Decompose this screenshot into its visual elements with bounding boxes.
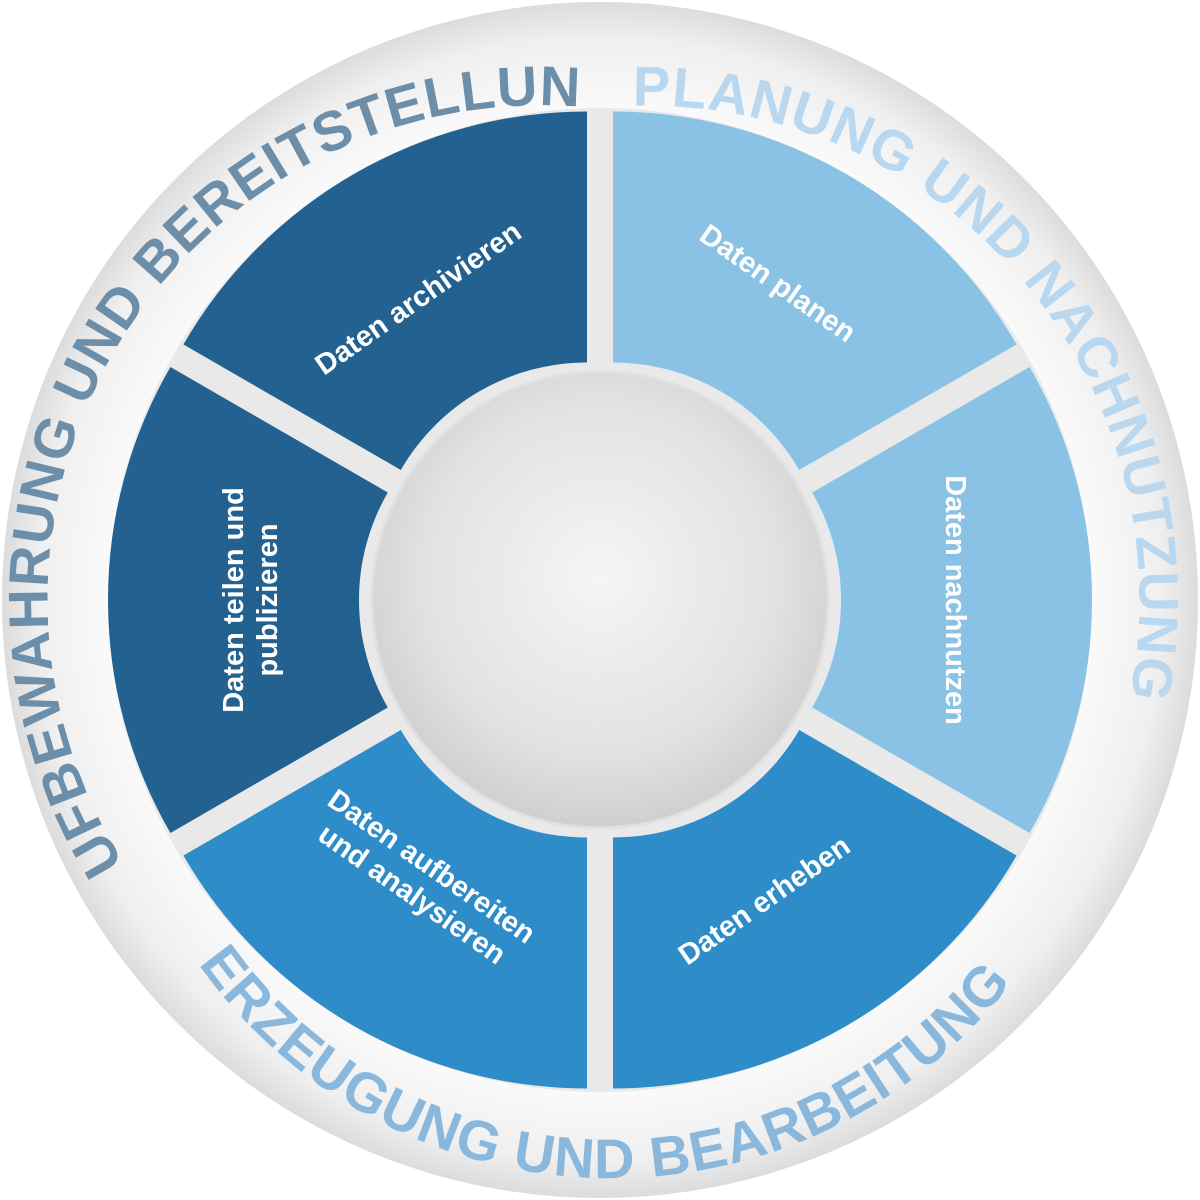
segment-daten-teilen: [108, 367, 388, 833]
segment-daten-erheben: [613, 730, 1017, 1089]
segment-daten-nachnutzen: [812, 367, 1092, 833]
segment-daten-teilen-label: Daten teilen undpublizieren: [218, 487, 284, 713]
segment-daten-nachnutzen-label-line: Daten nachnutzen: [939, 475, 971, 725]
segment-daten-archivieren: [183, 111, 587, 470]
center-hub: [370, 370, 830, 830]
segment-daten-aufbereiten: [183, 730, 587, 1089]
segment-daten-nachnutzen-label: Daten nachnutzen: [939, 475, 971, 725]
segment-daten-teilen-label-line: Daten teilen und: [218, 487, 250, 713]
segment-daten-planen: [613, 111, 1017, 470]
segment-daten-teilen-label-line: publizieren: [252, 523, 284, 676]
segments: [108, 111, 1092, 1089]
